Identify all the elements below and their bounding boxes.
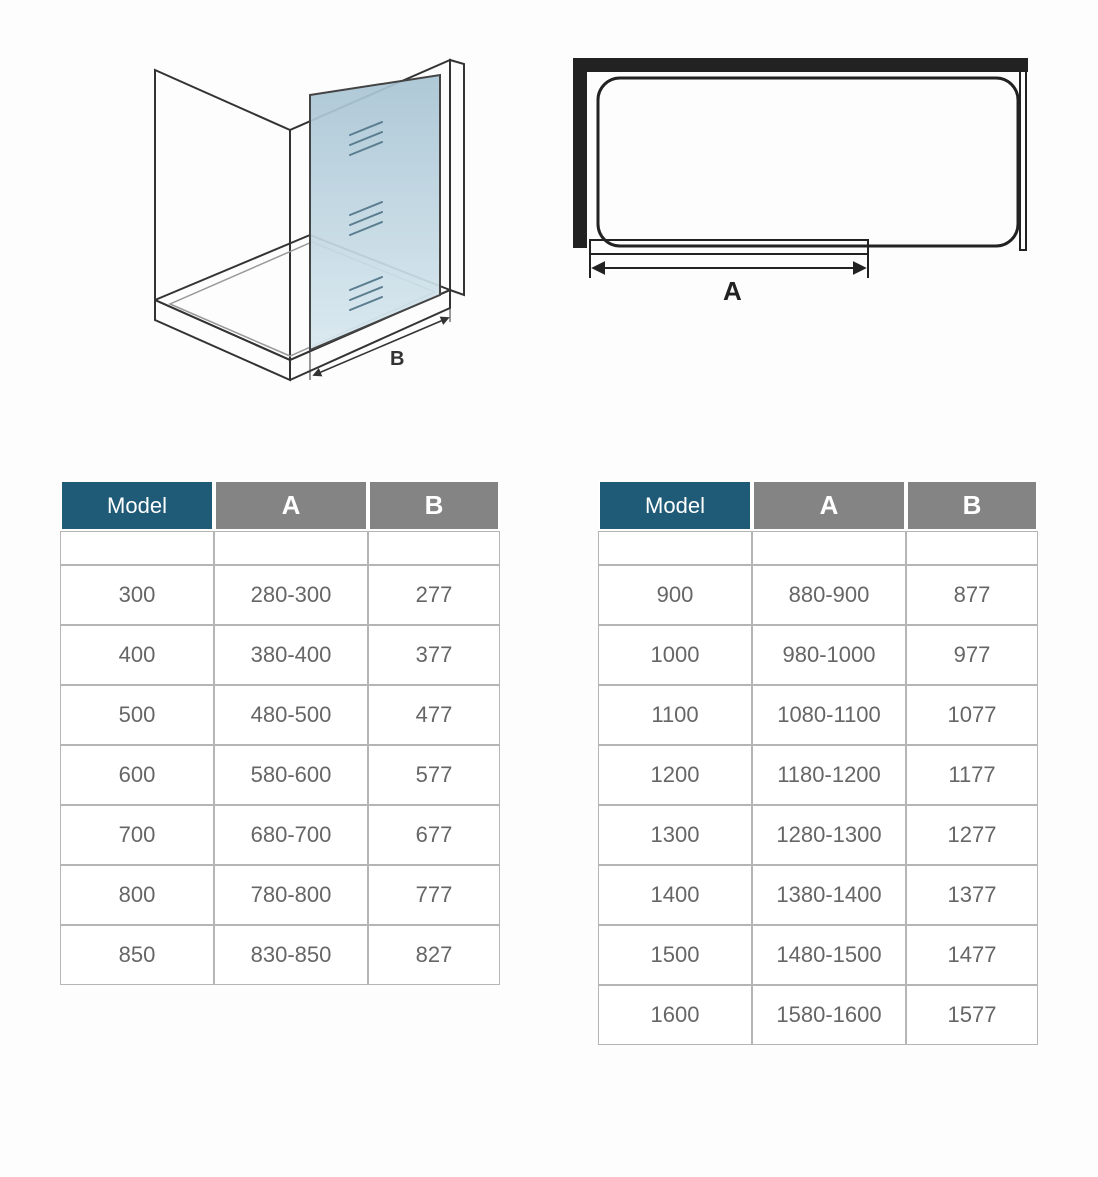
page: B A <box>0 0 1098 1177</box>
table-cell: 400 <box>60 625 214 685</box>
table-cell: 1077 <box>906 685 1038 745</box>
table-cell: 1600 <box>598 985 752 1045</box>
col-header-model: Model <box>598 480 752 531</box>
table-cell: 777 <box>368 865 500 925</box>
iso-diagram: B <box>60 40 480 440</box>
table-cell: 600 <box>60 745 214 805</box>
table-cell: 977 <box>906 625 1038 685</box>
col-header-b: B <box>368 480 500 531</box>
table-cell: 1377 <box>906 865 1038 925</box>
table-cell: 1100 <box>598 685 752 745</box>
table-cell: 1400 <box>598 865 752 925</box>
diagram-row: B A <box>60 40 1038 440</box>
table-row: 13001280-13001277 <box>598 805 1038 865</box>
table-cell: 577 <box>368 745 500 805</box>
table-cell: 900 <box>598 565 752 625</box>
table-cell: 880-900 <box>752 565 906 625</box>
table-cell: 477 <box>368 685 500 745</box>
table-cell: 480-500 <box>214 685 368 745</box>
table-cell: 1380-1400 <box>752 865 906 925</box>
table-cell: 1300 <box>598 805 752 865</box>
table-cell: 1200 <box>598 745 752 805</box>
table-cell: 1277 <box>906 805 1038 865</box>
table-cell: 830-850 <box>214 925 368 985</box>
col-header-b: B <box>906 480 1038 531</box>
table-cell: 1000 <box>598 625 752 685</box>
spec-table-left: Model A B 300280-300277400380-4003775004… <box>60 480 500 985</box>
table-row: 400380-400377 <box>60 625 500 685</box>
table-cell: 1577 <box>906 985 1038 1045</box>
plan-dim-label: A <box>723 276 742 306</box>
col-header-model: Model <box>60 480 214 531</box>
table-cell: 800 <box>60 865 214 925</box>
col-header-a: A <box>214 480 368 531</box>
table-cell: 1500 <box>598 925 752 985</box>
table-row: 300280-300277 <box>60 565 500 625</box>
iso-dim-label: B <box>390 348 404 370</box>
table-cell: 1480-1500 <box>752 925 906 985</box>
table-cell: 1280-1300 <box>752 805 906 865</box>
table-cell: 827 <box>368 925 500 985</box>
table-cell: 1177 <box>906 745 1038 805</box>
table-row: 850830-850827 <box>60 925 500 985</box>
table-cell: 380-400 <box>214 625 368 685</box>
table-row: 12001180-12001177 <box>598 745 1038 805</box>
table-cell: 580-600 <box>214 745 368 805</box>
table-cell: 300 <box>60 565 214 625</box>
table-cell: 700 <box>60 805 214 865</box>
table-cell: 680-700 <box>214 805 368 865</box>
spec-table-right: Model A B 900880-9008771000980-100097711… <box>598 480 1038 1045</box>
table-row: 1000980-1000977 <box>598 625 1038 685</box>
table-row: 700680-700677 <box>60 805 500 865</box>
table-row: 900880-900877 <box>598 565 1038 625</box>
col-header-a: A <box>752 480 906 531</box>
table-cell: 1080-1100 <box>752 685 906 745</box>
table-cell: 980-1000 <box>752 625 906 685</box>
table-cell: 1580-1600 <box>752 985 906 1045</box>
table-cell: 377 <box>368 625 500 685</box>
table-row: 800780-800777 <box>60 865 500 925</box>
table-cell: 850 <box>60 925 214 985</box>
table-row: 11001080-11001077 <box>598 685 1038 745</box>
table-row: 16001580-16001577 <box>598 985 1038 1045</box>
table-cell: 277 <box>368 565 500 625</box>
tables-row: Model A B 300280-300277400380-4003775004… <box>60 480 1038 1045</box>
table-row: 500480-500477 <box>60 685 500 745</box>
table-row: 600580-600577 <box>60 745 500 805</box>
table-cell: 1180-1200 <box>752 745 906 805</box>
table-cell: 877 <box>906 565 1038 625</box>
table-cell: 1477 <box>906 925 1038 985</box>
table-cell: 780-800 <box>214 865 368 925</box>
table-row: 15001480-15001477 <box>598 925 1038 985</box>
plan-diagram: A <box>558 40 1038 340</box>
table-row: 14001380-14001377 <box>598 865 1038 925</box>
table-cell: 677 <box>368 805 500 865</box>
table-cell: 280-300 <box>214 565 368 625</box>
table-cell: 500 <box>60 685 214 745</box>
